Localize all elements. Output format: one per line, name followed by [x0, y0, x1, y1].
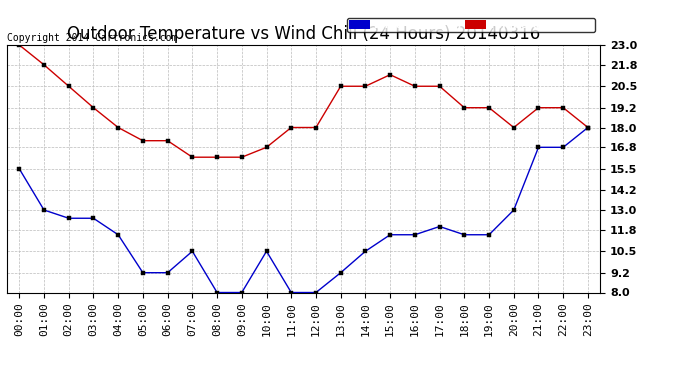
Text: Copyright 2014 Cartronics.com: Copyright 2014 Cartronics.com [7, 33, 177, 42]
Title: Outdoor Temperature vs Wind Chill (24 Hours) 20140316: Outdoor Temperature vs Wind Chill (24 Ho… [67, 26, 540, 44]
Legend: Wind Chill  (°F), Temperature  (°F): Wind Chill (°F), Temperature (°F) [347, 18, 595, 32]
